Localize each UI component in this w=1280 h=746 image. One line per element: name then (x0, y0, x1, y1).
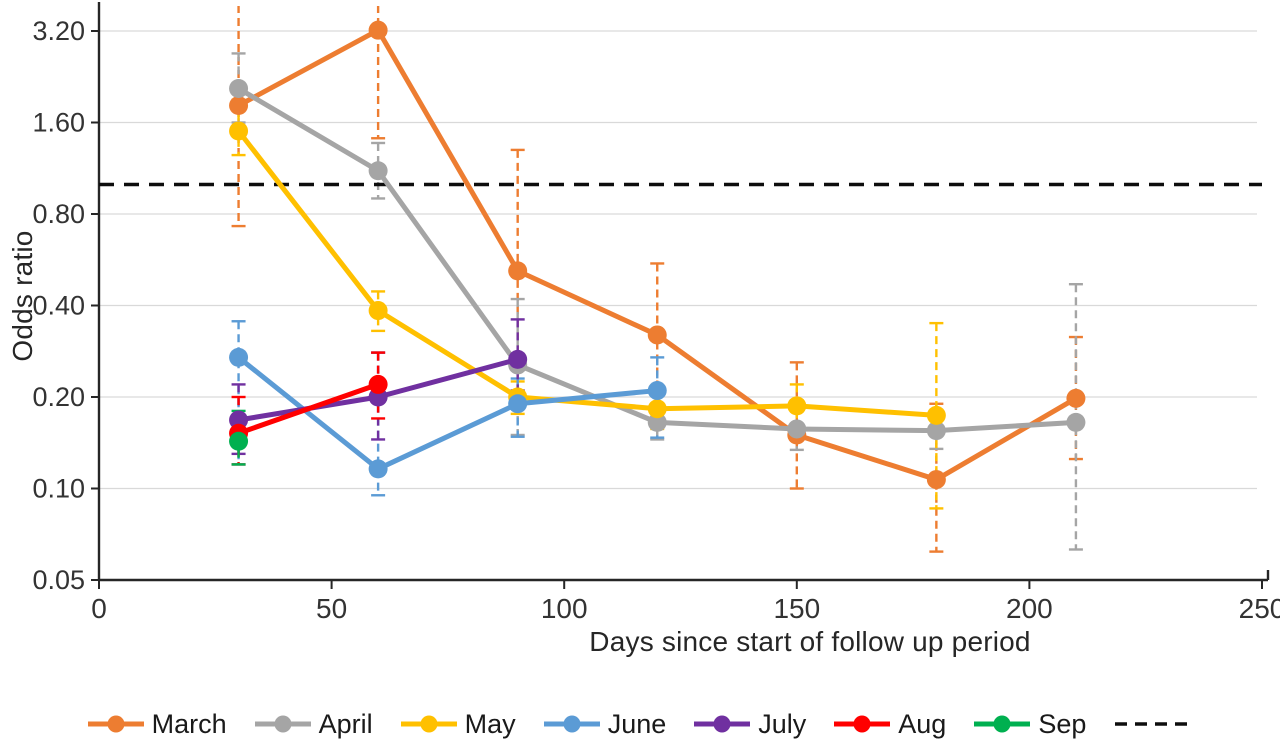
x-tick-label: 100 (541, 593, 588, 624)
legend-item-april: April (254, 709, 373, 740)
legend-marker-icon (543, 715, 600, 733)
data-point (229, 410, 249, 430)
data-point (368, 20, 388, 40)
legend-item-june: June (543, 708, 667, 740)
data-point (787, 419, 807, 439)
legend-item-july: July (693, 709, 806, 740)
data-point (508, 261, 528, 281)
data-point (508, 349, 528, 369)
data-point (508, 394, 528, 414)
y-axis-title: Odds ratio (7, 230, 38, 362)
y-tick-label: 0.05 (32, 565, 85, 595)
legend-label: May (464, 708, 516, 739)
y-tick-label: 1.60 (32, 108, 85, 138)
x-tick-label: 50 (316, 593, 347, 624)
legend-item-aug: Aug (833, 709, 946, 740)
legend-marker-icon (834, 715, 891, 733)
legend-label: Sep (1038, 708, 1087, 739)
data-point (229, 79, 249, 99)
legend-item-sep: Sep (973, 709, 1086, 740)
series-line (237, 382, 379, 436)
legend-label: July (758, 708, 807, 739)
series-line (236, 355, 658, 472)
y-tick-label: 0.40 (32, 291, 85, 321)
x-tick-label: 250 (1239, 593, 1280, 624)
data-point (647, 412, 667, 432)
legend-label: Aug (898, 708, 947, 739)
legend-item-reference-line (1113, 712, 1193, 736)
data-point (1066, 412, 1086, 432)
data-point (368, 374, 388, 394)
chart-canvas: 3.20 1.60 0.80 0.40 0.20 0.10 0.050 50 100 150 200… (32, 2, 1280, 624)
legend-label: April (318, 708, 373, 739)
error-bar (371, 6, 386, 140)
data-point (1066, 388, 1086, 408)
legend-item-may: May (400, 709, 516, 740)
series-march (229, 20, 1086, 490)
legend-marker-icon (694, 715, 751, 733)
data-point (229, 347, 249, 367)
series-june (229, 347, 667, 479)
data-point (647, 399, 667, 419)
data-point (647, 381, 667, 401)
legend-marker-icon (400, 715, 457, 733)
series-sep (229, 431, 249, 451)
data-point (368, 301, 388, 321)
legend-marker-icon (254, 715, 311, 733)
data-point (229, 431, 249, 451)
series-line (237, 86, 1077, 434)
x-tick-label: 150 (773, 593, 820, 624)
y-tick-label: 0.20 (32, 382, 85, 412)
legend-marker-icon (974, 715, 1031, 733)
x-tick-label: 200 (1006, 593, 1053, 624)
tick-labels: 3.20 1.60 0.80 0.40 0.20 0.10 0.050 50 100 150 200… (32, 16, 1280, 624)
y-tick-label: 0.10 (32, 474, 85, 504)
data-point (229, 121, 249, 141)
data-point (647, 325, 667, 345)
legend-label: March (151, 708, 227, 739)
y-tick-label: 3.20 (32, 16, 85, 46)
data-point (926, 421, 946, 441)
series-line (236, 129, 937, 418)
series-aug (229, 374, 388, 443)
data-point (368, 161, 388, 181)
legend-dashed-line-icon (1115, 722, 1192, 726)
chart-legend: March April May June July Aug Sep (0, 704, 1280, 744)
y-tick-label: 0.80 (32, 199, 85, 229)
data-point (926, 405, 946, 425)
data-point (787, 396, 807, 416)
legend-label: June (607, 708, 667, 739)
error-bar (789, 361, 804, 490)
data-point (926, 470, 946, 490)
legend-marker-icon (87, 715, 144, 733)
data-point (229, 95, 249, 115)
legend-item-march: March (87, 709, 227, 740)
x-axis-title: Days since start of follow up period (589, 626, 1031, 657)
data-point (368, 459, 388, 479)
series-may (229, 121, 946, 425)
axes (91, 2, 1270, 589)
x-tick-label: 0 (91, 593, 107, 624)
